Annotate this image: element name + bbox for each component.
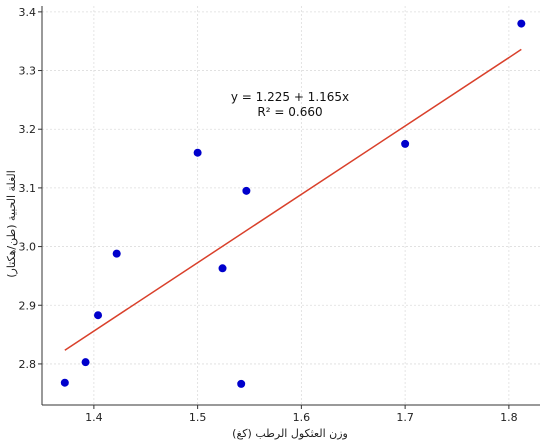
y-axis-label: الغلة الحبية (طن/هكتار) xyxy=(5,170,18,278)
data-point xyxy=(517,19,526,28)
data-points xyxy=(60,19,526,388)
regression-line xyxy=(64,48,522,351)
data-point xyxy=(237,379,246,388)
data-point xyxy=(112,249,121,258)
x-tick-label: 1.5 xyxy=(189,411,207,424)
x-tick-label: 1.6 xyxy=(293,411,311,424)
regression-equation: y = 1.225 + 1.165x xyxy=(231,90,349,104)
data-point xyxy=(60,378,69,387)
data-point xyxy=(193,148,202,157)
x-axis-label: وزن العثكول الرطب (كغ) xyxy=(232,427,348,440)
y-tick-label: 3.3 xyxy=(19,65,37,78)
x-tick-label: 1.8 xyxy=(500,411,518,424)
data-point xyxy=(242,186,251,195)
axes xyxy=(38,6,540,409)
y-tick-label: 3.0 xyxy=(19,241,37,254)
data-point xyxy=(401,139,410,148)
y-tick-label: 2.8 xyxy=(19,358,37,371)
r-squared-label: R² = 0.660 xyxy=(257,105,322,119)
grid xyxy=(42,6,540,405)
data-point xyxy=(81,358,90,367)
x-tick-label: 1.7 xyxy=(396,411,414,424)
data-point xyxy=(94,311,103,320)
y-tick-label: 3.2 xyxy=(19,123,37,136)
y-tick-label: 3.1 xyxy=(19,182,37,195)
fit-line xyxy=(64,48,522,351)
x-tick-label: 1.4 xyxy=(85,411,103,424)
y-tick-label: 2.9 xyxy=(19,299,37,312)
y-tick-label: 3.4 xyxy=(19,6,37,19)
data-point xyxy=(218,264,227,273)
tick-labels: 1.4 1.5 1.6 1.7 1.8 2.8 2.9 3.0 3.1 3.2 3.3 3.4 xyxy=(19,6,518,424)
